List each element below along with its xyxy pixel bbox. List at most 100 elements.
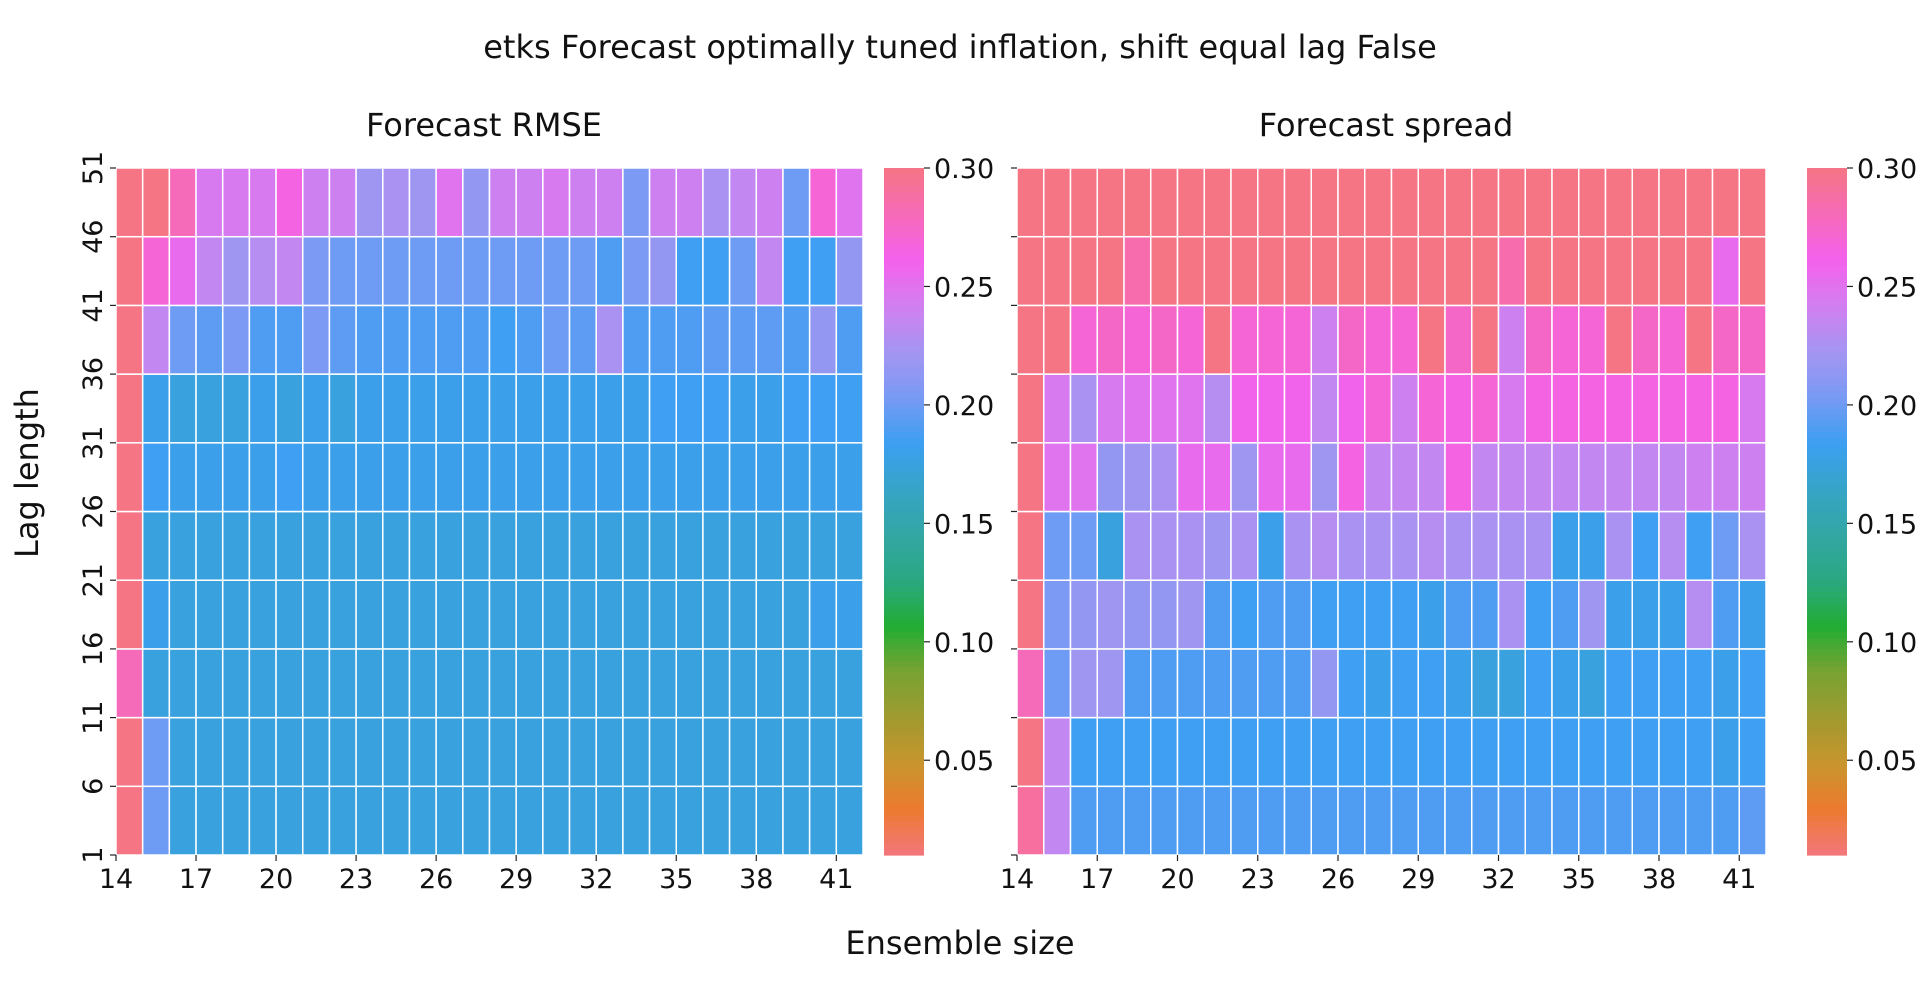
rmse-cell (408, 785, 437, 856)
spread-cell (1685, 304, 1714, 375)
spread-colorbar-segment (1807, 585, 1847, 593)
spread-colorbar-segment (1807, 488, 1847, 495)
rmse-cell (648, 442, 677, 513)
spread-cell (1658, 716, 1687, 788)
spread-colorbar-segment (1807, 328, 1847, 335)
spread-cell (1016, 716, 1045, 788)
rmse-x-tick-label: 35 (659, 864, 693, 895)
rmse-cell (835, 167, 864, 238)
spread-cell (1444, 235, 1473, 307)
rmse-cell (755, 373, 784, 444)
spread-colorbar-segment (1807, 374, 1847, 381)
spread-cell (1578, 442, 1607, 513)
spread-cell (1203, 510, 1232, 581)
spread-cell (1524, 648, 1553, 719)
rmse-y-tick-label: 46 (78, 220, 109, 254)
rmse-cell (408, 579, 437, 650)
spread-cell (1604, 785, 1633, 856)
rmse-cell (382, 373, 411, 444)
spread-cell (1257, 716, 1286, 788)
rmse-cell (248, 304, 277, 375)
rmse-colorbar-segment (884, 517, 924, 524)
spread-cell (1551, 304, 1580, 375)
rmse-cell (221, 785, 251, 856)
spread-colorbar-segment (1807, 471, 1847, 478)
spread-cell (1551, 785, 1580, 856)
rmse-colorbar-tick-label: 0.20 (934, 391, 994, 422)
spread-cell (1230, 579, 1259, 650)
spread-colorbar-segment (1807, 253, 1847, 261)
rmse-colorbar-segment (884, 666, 924, 673)
rmse-colorbar-segment (884, 683, 924, 690)
spread-cell (1444, 442, 1473, 513)
spread-colorbar-segment (1807, 826, 1847, 833)
spread-colorbar-segment (1807, 311, 1847, 318)
spread-cell (1578, 648, 1607, 719)
spread-cell (1738, 304, 1767, 375)
spread-cell (1016, 510, 1045, 581)
spread-cell (1150, 167, 1179, 238)
rmse-colorbar-segment (884, 431, 924, 438)
spread-colorbar-segment (1807, 832, 1847, 839)
rmse-cell (782, 235, 811, 307)
spread-cell (1337, 579, 1366, 650)
rmse-cell (808, 442, 838, 513)
rmse-cell (115, 235, 144, 307)
rmse-cell (728, 510, 758, 581)
rmse-colorbar-segment (884, 637, 924, 644)
spread-cell (1711, 716, 1740, 788)
rmse-cell (435, 785, 464, 856)
spread-cell (1364, 716, 1393, 788)
spread-cell (1310, 648, 1339, 719)
spread-colorbar-segment (1807, 637, 1847, 644)
rmse-cell (568, 373, 597, 444)
spread-cell (1417, 304, 1446, 375)
rmse-cell (488, 579, 517, 650)
spread-cell (1176, 373, 1205, 444)
spread-colorbar-segment (1807, 179, 1847, 186)
rmse-colorbar-segment (884, 168, 924, 175)
spread-cell (1524, 510, 1553, 581)
rmse-cell (328, 442, 357, 513)
spread-cell (1016, 442, 1045, 513)
spread-colorbar-tick-label: 0.10 (1857, 628, 1917, 659)
spread-cell (1123, 442, 1152, 513)
spread-cell (1390, 648, 1419, 719)
rmse-colorbar-segment (884, 271, 924, 278)
rmse-cell (622, 785, 651, 856)
spread-colorbar-segment (1807, 723, 1847, 730)
rmse-colorbar-segment (884, 248, 924, 255)
rmse-cell (595, 579, 624, 650)
spread-cell (1096, 648, 1125, 719)
spread-cell (1390, 442, 1419, 513)
rmse-cell (755, 648, 784, 719)
rmse-colorbar-segment (884, 843, 924, 850)
spread-cell (1631, 304, 1660, 375)
rmse-cell (141, 235, 171, 307)
rmse-cell (302, 167, 331, 238)
rmse-cell (355, 304, 384, 375)
spread-colorbar-segment (1807, 654, 1847, 661)
spread-cell (1176, 785, 1205, 856)
rmse-colorbar-segment (884, 677, 924, 684)
rmse-cell (248, 373, 277, 444)
spread-colorbar-segment (1807, 614, 1847, 621)
rmse-cell (728, 785, 758, 856)
spread-cell (1203, 785, 1232, 856)
rmse-colorbar-segment (884, 351, 924, 358)
rmse-y-tick-label: 6 (78, 778, 109, 795)
spread-y-ticks (1011, 167, 1017, 856)
rmse-colorbar-segment (884, 236, 924, 244)
rmse-cell (835, 648, 864, 719)
spread-cell (1016, 579, 1045, 650)
rmse-y-tick-label: 21 (78, 563, 109, 597)
rmse-cell (328, 579, 357, 650)
rmse-colorbar-segment (884, 425, 924, 432)
spread-colorbar-segment (1807, 820, 1847, 827)
spread-cell (1176, 235, 1205, 307)
rmse-cell (221, 235, 251, 307)
rmse-colorbar-segment (884, 391, 924, 398)
rmse-cell (141, 304, 171, 375)
rmse-colorbar-segment (884, 414, 924, 421)
rmse-cell (808, 716, 838, 788)
